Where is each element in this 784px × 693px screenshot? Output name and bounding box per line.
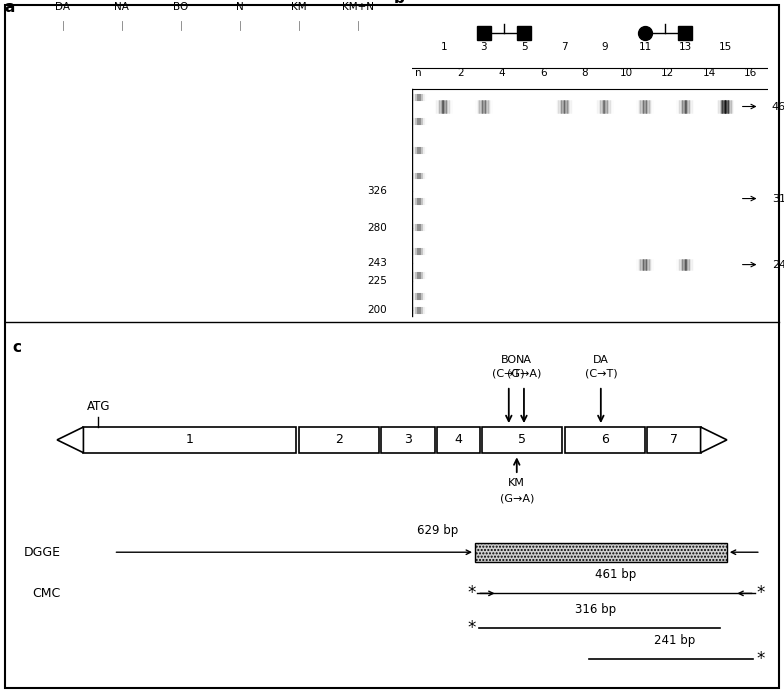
Polygon shape — [701, 427, 727, 453]
Text: 200: 200 — [367, 305, 387, 315]
Text: 316: 316 — [772, 193, 784, 204]
Text: 326: 326 — [367, 186, 387, 196]
Text: DA: DA — [593, 356, 608, 365]
Text: 16: 16 — [744, 67, 757, 78]
Text: 316 bp: 316 bp — [575, 603, 616, 615]
Text: 2: 2 — [457, 67, 463, 78]
Text: ATG: ATG — [87, 401, 111, 413]
Text: 12: 12 — [661, 67, 674, 78]
Text: 1: 1 — [186, 433, 194, 446]
Text: (G→A): (G→A) — [499, 494, 534, 504]
Text: 5: 5 — [518, 433, 526, 446]
Text: *: * — [757, 649, 765, 667]
Bar — [648, 427, 701, 453]
Bar — [381, 427, 434, 453]
Text: 1: 1 — [441, 42, 447, 53]
Text: 5: 5 — [521, 42, 528, 53]
Text: 8: 8 — [581, 67, 588, 78]
Text: KM: KM — [292, 2, 307, 12]
Bar — [437, 427, 480, 453]
Text: 11: 11 — [638, 42, 652, 53]
Text: 241: 241 — [772, 260, 784, 270]
Text: (C→T): (C→T) — [492, 369, 525, 379]
Text: *: * — [757, 584, 765, 602]
Text: 2: 2 — [335, 433, 343, 446]
Text: 4: 4 — [499, 67, 505, 78]
Bar — [299, 427, 379, 453]
Text: 225: 225 — [367, 277, 387, 286]
Text: BO: BO — [501, 356, 517, 365]
Text: n: n — [416, 67, 422, 78]
Text: 461: 461 — [772, 101, 784, 112]
Text: 10: 10 — [619, 67, 633, 78]
Text: 13: 13 — [679, 42, 692, 53]
Text: 461 bp: 461 bp — [595, 568, 637, 581]
Polygon shape — [57, 427, 83, 453]
Bar — [565, 427, 644, 453]
Text: 14: 14 — [702, 67, 716, 78]
Text: CMC: CMC — [33, 587, 61, 600]
Text: 15: 15 — [719, 42, 732, 53]
Text: N: N — [236, 2, 244, 12]
Text: BO: BO — [173, 2, 188, 12]
Text: KM+N: KM+N — [343, 2, 374, 12]
Text: 9: 9 — [601, 42, 608, 53]
Text: 6: 6 — [540, 67, 546, 78]
Text: a: a — [5, 0, 15, 15]
Text: 3: 3 — [404, 433, 412, 446]
Text: 241 bp: 241 bp — [654, 633, 695, 647]
Text: NA: NA — [516, 356, 532, 365]
Text: *: * — [467, 584, 475, 602]
Text: 7: 7 — [561, 42, 568, 53]
Text: 629 bp: 629 bp — [416, 524, 458, 537]
Text: b: b — [394, 0, 405, 6]
Text: c: c — [12, 340, 21, 355]
Text: 6: 6 — [601, 433, 608, 446]
Bar — [475, 543, 727, 562]
Bar — [83, 427, 296, 453]
Text: DGGE: DGGE — [24, 545, 61, 559]
Text: DA: DA — [55, 2, 70, 12]
Text: (G→A): (G→A) — [506, 369, 541, 379]
Text: 7: 7 — [670, 433, 678, 446]
Text: KM: KM — [508, 478, 525, 489]
Text: 280: 280 — [367, 223, 387, 233]
Text: NA: NA — [114, 2, 129, 12]
Text: 3: 3 — [481, 42, 488, 53]
Text: 243: 243 — [367, 258, 387, 267]
Text: *: * — [467, 619, 475, 637]
Text: 4: 4 — [455, 433, 463, 446]
Text: (C→T): (C→T) — [585, 369, 617, 379]
Bar — [482, 427, 562, 453]
